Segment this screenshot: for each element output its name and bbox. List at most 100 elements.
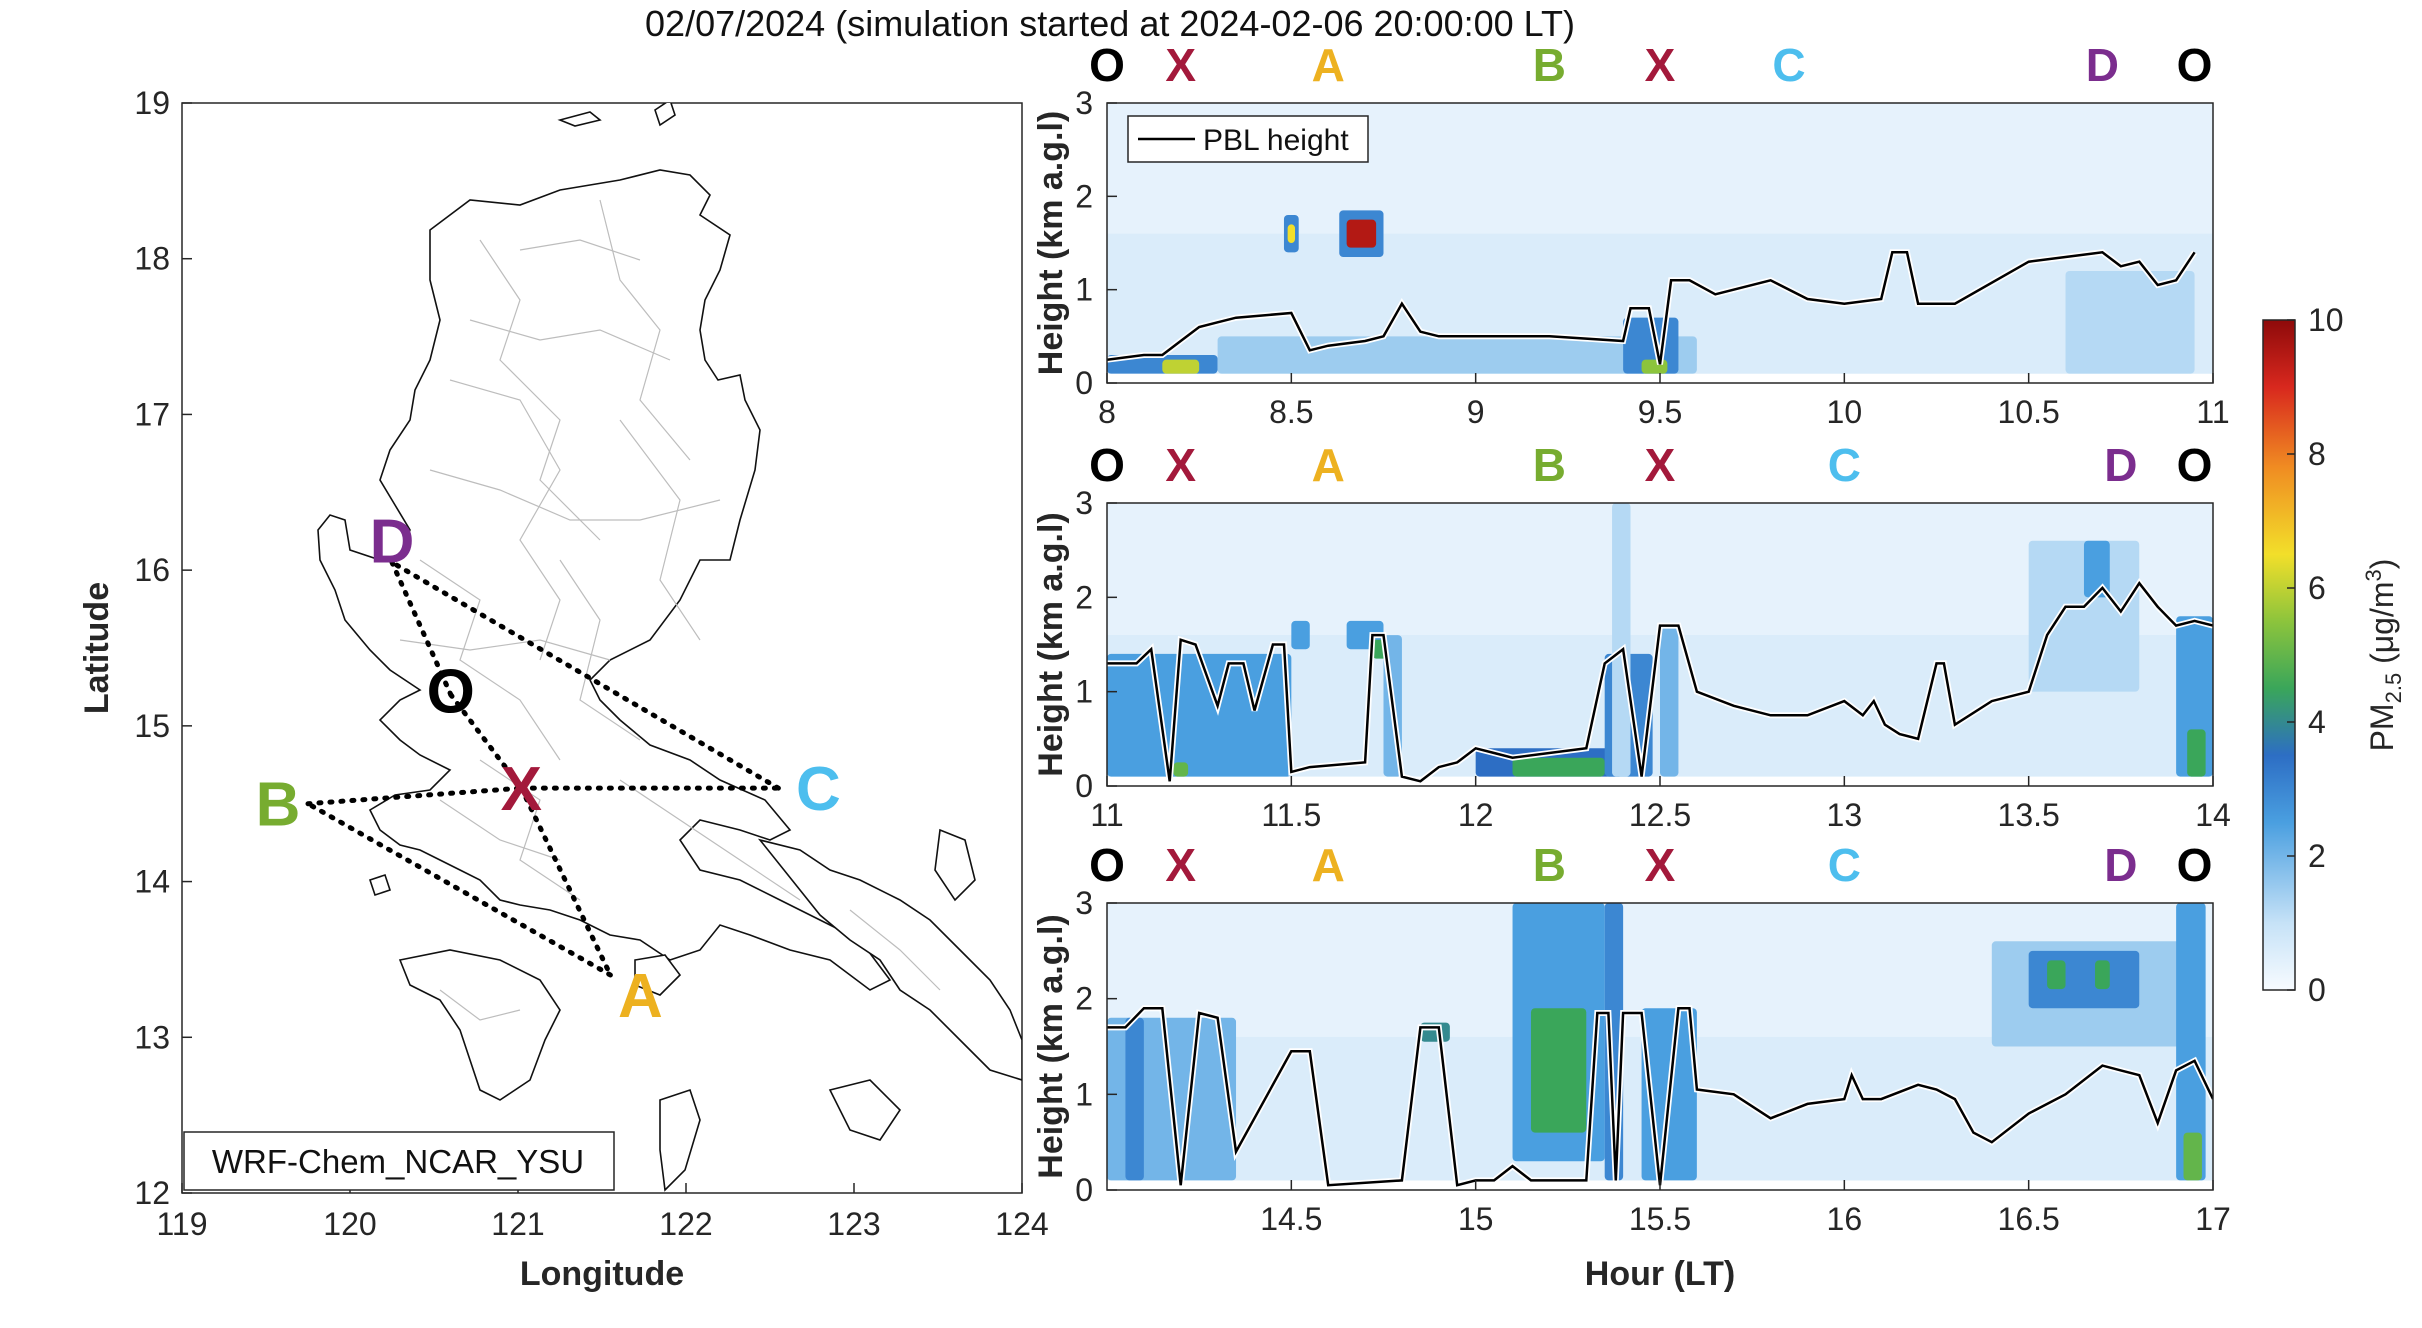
map-y-ticks: 12 13 14 15 16 17 18 19 xyxy=(134,85,192,1211)
pm25-cell xyxy=(2176,903,2206,1181)
x-tick-label: 13.5 xyxy=(1998,797,2060,833)
map-x-axis-label: Longitude xyxy=(520,1255,684,1293)
pm25-cell xyxy=(1346,219,1377,248)
map-point-B: B xyxy=(256,771,301,840)
north-islets xyxy=(557,103,676,127)
y-tick-label: 3 xyxy=(1075,485,1093,521)
model-label: WRF-Chem_NCAR_YSU xyxy=(212,1143,584,1180)
x-tick-label: 16 xyxy=(1827,1201,1863,1237)
y-tick-label: 0 xyxy=(1075,1172,1093,1208)
pbl-legend-text: PBL height xyxy=(1203,124,1349,157)
pm25-cell xyxy=(2028,950,2140,1009)
map-y-tick-label: 17 xyxy=(134,396,170,432)
map-y-axis-label: Latitude xyxy=(78,582,116,714)
pm25-field xyxy=(1107,903,2213,1189)
pm25-cell xyxy=(1612,503,1631,777)
map-point-C: C xyxy=(796,755,841,824)
x-tick-label: 10 xyxy=(1827,394,1863,430)
map-y-tick-label: 19 xyxy=(134,85,170,121)
colorbar-tick-label: 8 xyxy=(2308,436,2326,472)
pm25-cell xyxy=(2187,729,2206,777)
waypoint-X: X xyxy=(1645,439,1676,491)
x-tick-label: 8.5 xyxy=(1269,394,1313,430)
y-tick-label: 2 xyxy=(1075,579,1093,615)
waypoint-O: O xyxy=(1089,39,1125,91)
colorbar-tick-label: 6 xyxy=(2308,570,2326,606)
y-tick-label: 3 xyxy=(1075,85,1093,121)
waypoint-D: D xyxy=(2086,39,2119,91)
figure-title: 02/07/2024 (simulation started at 2024-0… xyxy=(645,3,1575,44)
x-tick-label: 15 xyxy=(1458,1201,1494,1237)
pbl-height-line xyxy=(1107,1006,2213,1187)
pm25-cell xyxy=(2095,960,2110,990)
map-y-tick-label: 18 xyxy=(134,241,170,277)
colorbar-label-close: ) xyxy=(2364,559,2400,570)
pm25-cell xyxy=(1173,762,1189,777)
map-y-tick-label: 16 xyxy=(134,552,170,588)
pm25-cell xyxy=(2065,271,2195,374)
pm25-cell xyxy=(2047,960,2066,990)
waypoint-A: A xyxy=(1312,839,1345,891)
lubang-island xyxy=(368,873,392,897)
pm25-cell xyxy=(2083,540,2110,598)
map-panel: D OX B C A 119 120 121 122 123 124 12 13 14 15 16 17 18… xyxy=(78,85,1049,1293)
waypoint-X: X xyxy=(1165,839,1196,891)
waypoint-C: C xyxy=(1772,39,1805,91)
map-x-tick-label: 119 xyxy=(156,1206,207,1242)
marinduque-island xyxy=(634,954,682,996)
map-x-ticks: 119 120 121 122 123 124 xyxy=(156,1183,1049,1242)
waypoint-X: X xyxy=(1645,39,1676,91)
map-x-tick-label: 122 xyxy=(659,1206,712,1242)
x-tick-label: 9.5 xyxy=(1638,394,1682,430)
waypoint-O: O xyxy=(2177,39,2213,91)
waypoint-C: C xyxy=(1828,839,1861,891)
pm25-cell xyxy=(1660,625,1679,777)
map-y-tick-label: 12 xyxy=(134,1175,170,1211)
colorbar-label-sup: 3 xyxy=(2361,569,2386,581)
route-segment-O-X xyxy=(448,692,524,791)
waypoint-O: O xyxy=(2177,839,2213,891)
map-x-tick-label: 121 xyxy=(491,1206,544,1242)
province-boundaries xyxy=(399,199,941,1021)
colorbar-tick-label: 0 xyxy=(2308,972,2326,1008)
y-tick-label: 0 xyxy=(1075,365,1093,401)
waypoint-A: A xyxy=(1312,39,1345,91)
model-label-box xyxy=(183,1131,615,1191)
route-segment-X-A xyxy=(518,785,613,978)
x-tick-label: 8 xyxy=(1098,394,1116,430)
waypoint-B: B xyxy=(1533,39,1566,91)
palawan-tip xyxy=(659,1088,701,1192)
luzon-island xyxy=(317,169,892,991)
pm25-cell xyxy=(1287,224,1296,243)
y-tick-label: 0 xyxy=(1075,768,1093,804)
route-segment-C-D xyxy=(389,559,781,791)
catanduanes-island xyxy=(934,828,976,902)
route-segment-B-X xyxy=(305,785,524,807)
pbl-height-line xyxy=(1107,250,2196,365)
y-axis-label: Height (km a.g.l) xyxy=(1032,512,1070,776)
pm25-cell xyxy=(2028,540,2140,692)
map-landmass xyxy=(317,103,1022,1192)
map-point-X: X xyxy=(501,755,542,824)
pm25-cell xyxy=(1512,757,1605,777)
y-axis-label: Height (km a.g.l) xyxy=(1032,914,1070,1178)
pm25-cell xyxy=(1125,1017,1144,1181)
x-tick-label: 16.5 xyxy=(1998,1201,2060,1237)
x-tick-label: 10.5 xyxy=(1998,394,2060,430)
y-tick-label: 1 xyxy=(1075,674,1093,710)
map-point-A: A xyxy=(618,962,663,1031)
map-x-tick-label: 123 xyxy=(827,1206,880,1242)
y-tick-label: 2 xyxy=(1075,981,1093,1017)
colorbar-label: PM2.5 (μg/m3) xyxy=(2361,559,2406,752)
map-y-tick-label: 13 xyxy=(134,1019,170,1055)
pm25-cell xyxy=(1641,359,1668,374)
mindoro-island xyxy=(398,949,561,1101)
route-segment-A-B xyxy=(305,801,613,978)
map-x-tick-label: 120 xyxy=(323,1206,376,1242)
y-tick-label: 3 xyxy=(1075,885,1093,921)
route-segment-D-O xyxy=(389,559,454,698)
y-tick-label: 1 xyxy=(1075,272,1093,308)
y-axis-label: Height (km a.g.l) xyxy=(1032,111,1070,375)
waypoint-B: B xyxy=(1533,439,1566,491)
